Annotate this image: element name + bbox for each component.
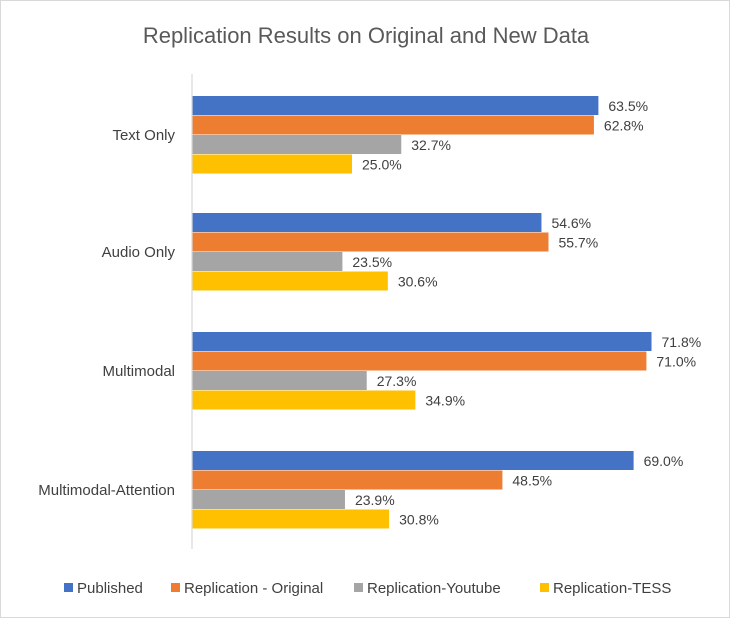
legend-swatch-replication-tess — [540, 583, 549, 592]
bar-replication-original-4 — [192, 470, 503, 490]
legend-label-replication-original: Replication - Original — [184, 580, 323, 597]
data-label-replication-original-3: 71.0% — [656, 353, 696, 369]
bar-published-2 — [192, 213, 542, 232]
data-label-replication-tess-4: 30.8% — [399, 511, 439, 527]
data-label-replication-original-1: 62.8% — [604, 117, 644, 133]
category-label-2: Audio Only — [102, 244, 176, 261]
legend-swatch-published — [64, 583, 73, 592]
legend-label-replication-tess: Replication-TESS — [553, 580, 671, 597]
data-label-replication-original-4: 48.5% — [512, 472, 552, 488]
data-label-replication-youtube-1: 32.7% — [411, 137, 451, 153]
category-label-3: Multimodal — [102, 363, 175, 380]
data-label-replication-tess-1: 25.0% — [362, 156, 402, 172]
bar-replication-youtube-1 — [192, 135, 402, 154]
category-label-1: Text Only — [112, 127, 175, 144]
legend-item-replication-youtube: Replication-Youtube — [354, 580, 501, 597]
data-label-replication-youtube-3: 27.3% — [377, 373, 417, 389]
data-label-replication-tess-2: 30.6% — [398, 273, 438, 289]
bar-replication-youtube-2 — [192, 252, 343, 271]
chart-title: Replication Results on Original and New … — [143, 23, 590, 48]
bar-published-1 — [192, 96, 599, 115]
legend-swatch-replication-youtube — [354, 583, 363, 592]
data-label-replication-youtube-4: 23.9% — [355, 492, 395, 508]
bar-replication-original-2 — [192, 232, 549, 252]
bar-replication-tess-1 — [192, 154, 352, 174]
legend-swatch-replication-original — [171, 583, 180, 592]
legend-item-published: Published — [64, 580, 143, 597]
data-label-published-3: 71.8% — [662, 334, 702, 350]
bar-published-4 — [192, 451, 634, 470]
legend-label-replication-youtube: Replication-Youtube — [367, 580, 501, 597]
category-label-4: Multimodal-Attention — [38, 482, 175, 499]
legend-item-replication-original: Replication - Original — [171, 580, 323, 597]
bar-published-3 — [192, 332, 652, 351]
data-label-published-1: 63.5% — [608, 98, 648, 114]
data-label-published-2: 54.6% — [551, 215, 591, 231]
bar-replication-original-1 — [192, 115, 594, 135]
bar-replication-youtube-3 — [192, 371, 367, 390]
bar-replication-original-3 — [192, 351, 647, 371]
legend-label-published: Published — [77, 580, 143, 597]
bar-replication-tess-3 — [192, 390, 416, 410]
legend-item-replication-tess: Replication-TESS — [540, 580, 671, 597]
data-label-replication-original-2: 55.7% — [558, 234, 598, 250]
data-label-replication-tess-3: 34.9% — [425, 392, 465, 408]
plot-area: 63.5% 62.8% 32.7% 25.0% Text Only 54.6% 55.7% 2… — [38, 74, 701, 549]
data-label-published-4: 69.0% — [644, 453, 684, 469]
bar-replication-tess-2 — [192, 271, 388, 291]
data-label-replication-youtube-2: 23.5% — [352, 254, 392, 270]
bar-replication-youtube-4 — [192, 490, 345, 509]
bar-replication-tess-4 — [192, 509, 390, 529]
legend: Published Replication - Original Replicati… — [64, 580, 671, 597]
